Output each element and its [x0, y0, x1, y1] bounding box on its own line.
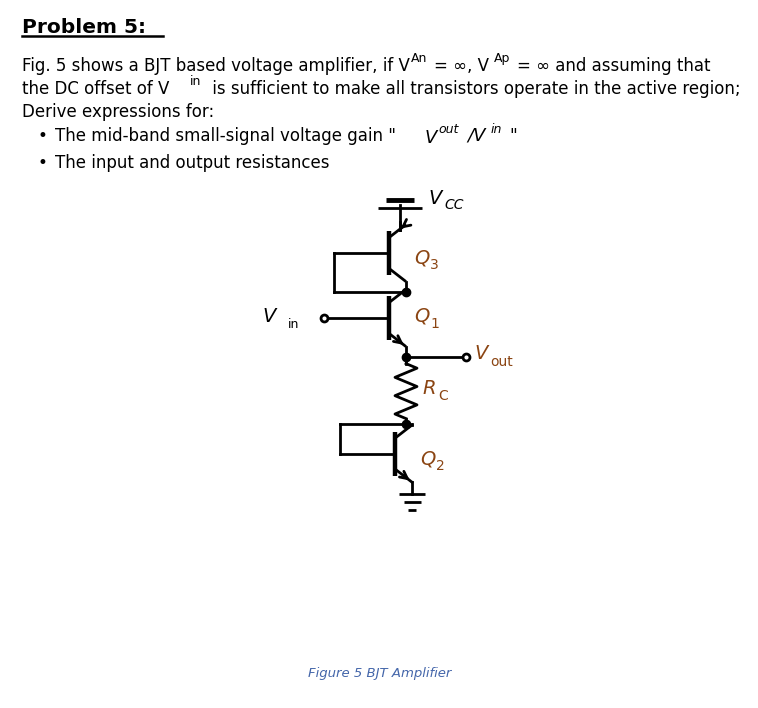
- Text: $V$: $V$: [428, 188, 444, 207]
- Text: 2: 2: [436, 459, 445, 473]
- Text: $V$: $V$: [262, 307, 278, 326]
- Text: in: in: [491, 123, 503, 136]
- Text: •: •: [38, 127, 48, 145]
- Text: ": ": [509, 127, 517, 145]
- Text: Fig. 5 shows a BJT based voltage amplifier, if V: Fig. 5 shows a BJT based voltage amplifi…: [22, 57, 410, 75]
- Text: $Q$: $Q$: [414, 306, 431, 326]
- Text: Figure 5 BJT Amplifier: Figure 5 BJT Amplifier: [309, 667, 452, 680]
- Text: •: •: [38, 154, 48, 172]
- Text: Ap: Ap: [494, 52, 510, 65]
- Text: The mid-band small-signal voltage gain ": The mid-band small-signal voltage gain ": [55, 127, 396, 145]
- Text: in: in: [190, 75, 202, 88]
- Text: the DC offset of V: the DC offset of V: [22, 80, 169, 98]
- Text: An: An: [411, 52, 428, 65]
- Text: is sufficient to make all transistors operate in the active region;: is sufficient to make all transistors op…: [207, 80, 741, 98]
- Text: /V: /V: [467, 127, 486, 145]
- Text: C: C: [438, 389, 448, 403]
- Text: out: out: [490, 355, 512, 369]
- Text: = ∞ and assuming that: = ∞ and assuming that: [517, 57, 710, 75]
- Text: $Q$: $Q$: [414, 248, 431, 268]
- Text: 3: 3: [430, 258, 439, 272]
- Text: out: out: [438, 123, 459, 136]
- Text: V: V: [425, 129, 437, 147]
- Text: $Q$: $Q$: [420, 449, 437, 469]
- Text: $V$: $V$: [474, 344, 490, 363]
- Text: CC: CC: [444, 198, 463, 212]
- Text: $R$: $R$: [422, 379, 436, 398]
- Text: The input and output resistances: The input and output resistances: [55, 154, 330, 172]
- Text: in: in: [288, 319, 299, 331]
- Text: Derive expressions for:: Derive expressions for:: [22, 103, 215, 121]
- Text: 1: 1: [430, 317, 439, 331]
- Text: Problem 5:: Problem 5:: [22, 18, 146, 37]
- Text: = ∞, V: = ∞, V: [434, 57, 489, 75]
